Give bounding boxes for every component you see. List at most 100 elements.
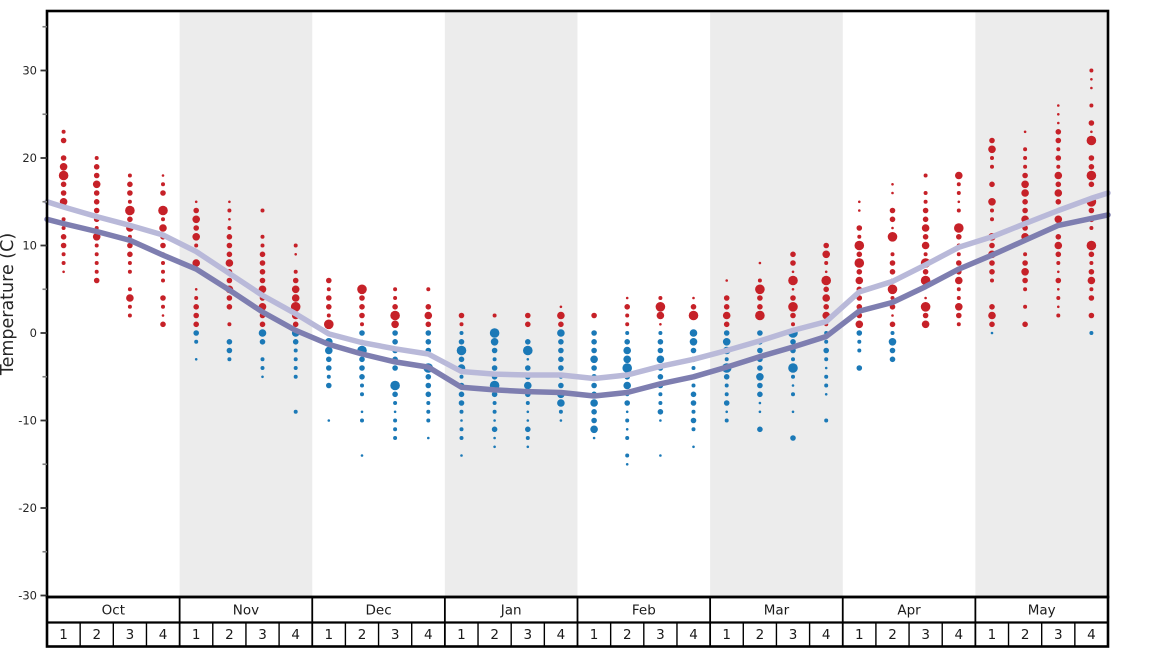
above-freezing-dot bbox=[990, 156, 994, 160]
above-freezing-dot bbox=[93, 172, 100, 179]
above-freezing-dot bbox=[988, 311, 996, 320]
month-label-jan: Jan bbox=[500, 602, 522, 618]
week-label: 2 bbox=[623, 627, 632, 643]
month-week-axis-table: Oct 1 2 3 4 Nov 1 2 3 4 Dec 1 2 3 4 Jan 1 2 3 4 Feb 1 2 3 4 Mar 1 2… bbox=[45, 595, 1110, 648]
above-freezing-dot bbox=[260, 243, 265, 248]
below-freezing-dot bbox=[824, 383, 829, 388]
below-freezing-dot bbox=[623, 355, 631, 364]
below-freezing-dot bbox=[393, 418, 398, 423]
below-freezing-dot bbox=[591, 347, 597, 354]
above-freezing-dot bbox=[891, 183, 894, 186]
below-freezing-dot bbox=[623, 381, 631, 390]
week-label: 2 bbox=[358, 627, 367, 643]
above-freezing-dot bbox=[757, 278, 762, 283]
below-freezing-dot bbox=[525, 365, 531, 371]
week-label: 3 bbox=[523, 627, 532, 643]
above-freezing-dot bbox=[956, 208, 961, 213]
above-freezing-dot bbox=[887, 284, 898, 295]
above-freezing-dot bbox=[655, 302, 666, 312]
above-freezing-dot bbox=[1023, 147, 1028, 152]
above-freezing-dot bbox=[659, 323, 662, 326]
below-freezing-dot bbox=[625, 453, 630, 458]
below-freezing-dot bbox=[558, 339, 564, 345]
above-freezing-dot bbox=[161, 217, 165, 222]
below-freezing-dot bbox=[492, 357, 497, 362]
above-freezing-dot bbox=[59, 163, 68, 171]
above-freezing-dot bbox=[194, 200, 198, 204]
above-freezing-dot bbox=[1057, 305, 1060, 309]
above-freezing-dot bbox=[921, 320, 930, 329]
above-freezing-dot bbox=[294, 253, 298, 256]
week-label: 1 bbox=[590, 627, 599, 643]
below-freezing-dot bbox=[590, 425, 598, 434]
above-freezing-dot bbox=[192, 259, 200, 267]
above-freezing-dot bbox=[326, 313, 331, 318]
above-freezing-dot bbox=[824, 270, 828, 274]
above-freezing-dot bbox=[858, 209, 861, 212]
below-freezing-dot bbox=[824, 418, 829, 423]
above-freezing-dot bbox=[326, 277, 332, 284]
above-freezing-dot bbox=[855, 320, 864, 329]
above-freezing-dot bbox=[94, 261, 99, 265]
below-freezing-dot bbox=[623, 346, 631, 355]
above-freezing-dot bbox=[887, 232, 898, 242]
above-freezing-dot bbox=[923, 173, 928, 178]
above-freezing-dot bbox=[791, 288, 795, 291]
avg-lower-line bbox=[44, 212, 1111, 399]
below-freezing-dot bbox=[459, 374, 464, 379]
above-freezing-dot bbox=[989, 321, 995, 328]
below-freezing-dot bbox=[326, 365, 332, 371]
above-freezing-dot bbox=[1023, 304, 1028, 309]
above-freezing-dot bbox=[625, 296, 629, 300]
below-freezing-dot bbox=[890, 331, 895, 335]
below-freezing-dot bbox=[526, 410, 530, 414]
below-freezing-dot bbox=[824, 374, 829, 379]
above-freezing-dot bbox=[688, 310, 699, 321]
below-freezing-dot bbox=[725, 410, 728, 414]
above-freezing-dot bbox=[956, 296, 961, 300]
above-freezing-dot bbox=[1089, 287, 1094, 292]
above-freezing-dot bbox=[94, 252, 99, 257]
below-freezing-dot bbox=[757, 347, 763, 354]
above-freezing-dot bbox=[290, 302, 301, 312]
above-freezing-dot bbox=[557, 311, 565, 320]
below-freezing-dot bbox=[791, 410, 795, 414]
above-freezing-dot bbox=[326, 295, 332, 301]
below-freezing-dot bbox=[724, 418, 729, 423]
shaded-band-mar bbox=[710, 11, 843, 597]
below-freezing-dot bbox=[526, 358, 530, 361]
above-freezing-dot bbox=[127, 269, 132, 274]
below-freezing-dot bbox=[724, 357, 729, 362]
above-freezing-dot bbox=[790, 251, 796, 258]
above-freezing-dot bbox=[956, 322, 961, 327]
below-freezing-dot bbox=[260, 366, 265, 370]
above-freezing-dot bbox=[955, 171, 963, 180]
below-freezing-dot bbox=[625, 410, 629, 414]
above-freezing-dot bbox=[990, 278, 994, 283]
above-freezing-dot bbox=[1056, 261, 1061, 265]
above-freezing-dot bbox=[127, 190, 133, 196]
above-freezing-dot bbox=[60, 137, 67, 144]
below-freezing-dot bbox=[791, 357, 795, 362]
above-freezing-dot bbox=[591, 312, 597, 319]
above-freezing-dot bbox=[1057, 121, 1060, 125]
below-freezing-dot bbox=[558, 365, 564, 371]
below-freezing-dot bbox=[393, 427, 398, 432]
below-freezing-dot bbox=[656, 355, 665, 364]
below-freezing-dot bbox=[757, 365, 763, 371]
above-freezing-dot bbox=[226, 242, 233, 249]
below-freezing-dot bbox=[490, 338, 499, 346]
above-freezing-dot bbox=[889, 321, 896, 328]
below-freezing-dot bbox=[194, 358, 198, 361]
above-freezing-dot bbox=[1023, 252, 1028, 257]
below-freezing-dot bbox=[259, 339, 266, 345]
above-freezing-dot bbox=[160, 242, 166, 249]
below-freezing-dot bbox=[657, 374, 664, 380]
below-freezing-dot bbox=[360, 392, 364, 397]
above-freezing-dot bbox=[1054, 171, 1063, 180]
above-freezing-dot bbox=[161, 304, 165, 309]
below-freezing-dot bbox=[559, 419, 563, 422]
below-freezing-dot bbox=[624, 339, 630, 345]
above-freezing-dot bbox=[194, 296, 199, 300]
above-freezing-dot bbox=[1022, 277, 1028, 284]
